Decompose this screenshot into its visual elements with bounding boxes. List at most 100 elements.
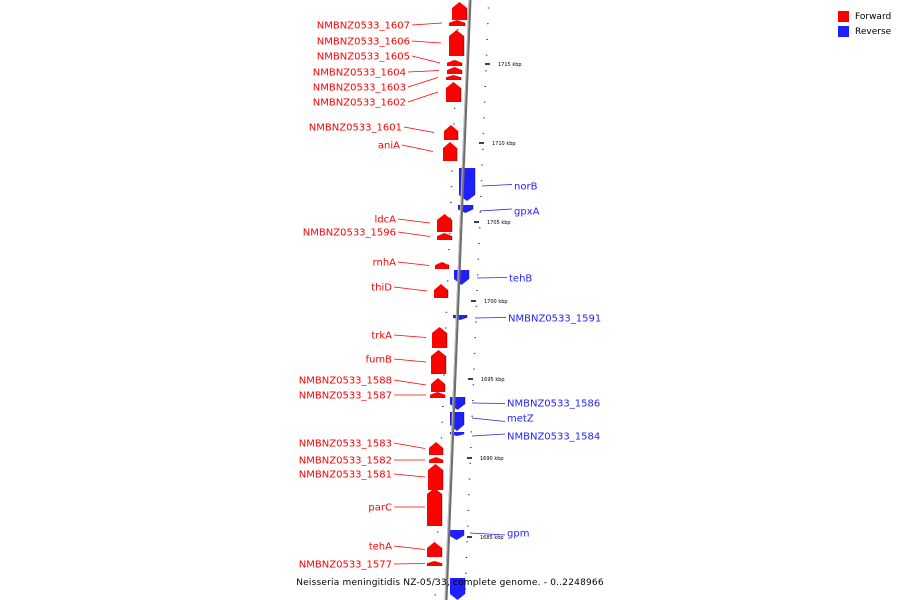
leader-line — [411, 55, 441, 64]
gene-arrow-nmbnz0533-1591[interactable] — [453, 315, 467, 320]
gene-label[interactable]: aniA — [378, 141, 400, 152]
leader-line — [471, 402, 506, 404]
gene-label[interactable]: NMBNZ0533_1584 — [507, 432, 600, 443]
leader-line — [407, 70, 440, 73]
leader-line — [471, 433, 506, 437]
gene-label[interactable]: tehA — [369, 542, 392, 553]
gene-label[interactable]: NMBNZ0533_1602 — [313, 98, 406, 109]
leader-line — [411, 40, 442, 44]
leader-line — [471, 417, 506, 422]
gene-label[interactable]: trkA — [371, 331, 392, 342]
gene-label[interactable]: NMBNZ0533_1605 — [317, 52, 410, 63]
legend-reverse-label: Reverse — [855, 26, 892, 37]
gene-arrow-fumb[interactable] — [431, 350, 446, 374]
gene-arrow-teha[interactable] — [427, 542, 442, 557]
gene-arrow-nmbnz0533-1604[interactable] — [447, 67, 462, 74]
gene-label[interactable]: NMBNZ0533_1606 — [317, 37, 410, 48]
gene-arrow-ania[interactable] — [443, 142, 457, 161]
genome-axis — [444, 0, 472, 600]
gene-label[interactable]: tehB — [509, 274, 532, 285]
gene-arrow-nmbnz0533-1603[interactable] — [446, 75, 461, 80]
leader-line — [393, 334, 427, 338]
leader-line — [403, 126, 435, 133]
gene-label[interactable]: thiD — [371, 283, 392, 294]
gene-label[interactable]: NMBNZ0533_1601 — [309, 123, 402, 134]
leader-line — [393, 473, 426, 478]
genome-caption: Neisseria meningitidis NZ-05/33, complet… — [296, 578, 604, 588]
gene-arrow-nmbnz0533-1602[interactable] — [446, 82, 461, 102]
leader-line — [393, 379, 427, 386]
gene-arrow-nmbnz0533-1606[interactable] — [449, 30, 464, 56]
gene-arrow-nmbnz0533-1582[interactable] — [429, 457, 443, 463]
leader-line — [481, 184, 513, 187]
gene-arrow-nmbnz0533-1583[interactable] — [429, 442, 443, 455]
tick-label: 1690 kbp — [480, 456, 504, 462]
tick-label: 1685 kbp — [480, 535, 504, 541]
gene-arrow-tehb[interactable] — [454, 270, 469, 285]
gene-arrow-thid[interactable] — [434, 284, 448, 298]
legend-reverse: Reverse — [838, 24, 898, 39]
reverse-swatch — [838, 26, 849, 37]
gene-arrow-nmbnz0533-1588[interactable] — [431, 378, 445, 392]
leader-line — [397, 218, 431, 224]
axis-highlight — [444, 0, 470, 600]
legend-forward-label: Forward — [855, 11, 892, 22]
gene-label[interactable]: NMBNZ0533_1577 — [299, 560, 392, 571]
gene-label[interactable]: ldcA — [375, 215, 397, 226]
gene-label[interactable]: norB — [514, 182, 538, 193]
leader-line — [397, 261, 430, 266]
legend: Forward Reverse — [838, 9, 898, 39]
legend-forward: Forward — [838, 9, 898, 24]
gene-label[interactable]: rnhA — [373, 258, 397, 269]
leader-line — [393, 545, 426, 550]
gene-arrow-nmbnz0533-1601[interactable] — [444, 125, 458, 140]
leader-line — [469, 532, 506, 536]
tick-label: 1715 kbp — [498, 62, 522, 68]
gene-arrow-nmbnz0533-1607[interactable] — [449, 20, 465, 26]
gene-label[interactable]: NMBNZ0533_1581 — [299, 470, 392, 481]
leader-line — [397, 231, 431, 237]
tick-label: 1710 kbp — [492, 141, 516, 147]
axis-line — [444, 0, 472, 600]
gene-label[interactable]: gpm — [507, 529, 529, 540]
gene-label[interactable]: metZ — [507, 414, 534, 425]
gene-label[interactable]: NMBNZ0533_1588 — [299, 376, 392, 387]
forward-swatch — [838, 11, 849, 22]
leader-line — [393, 442, 426, 449]
gene-arrow-unlabeled[interactable] — [450, 578, 465, 600]
tick-label: 1695 kbp — [481, 377, 505, 383]
gene-arrow-nmbnz0533-1596[interactable] — [437, 233, 452, 240]
gene-arrow-trka[interactable] — [432, 327, 447, 348]
leader-line — [474, 317, 507, 319]
gene-label[interactable]: NMBNZ0533_1587 — [299, 391, 392, 402]
label-leader-lines — [393, 22, 513, 565]
gene-label[interactable]: NMBNZ0533_1582 — [299, 456, 392, 467]
gene-arrow-nmbnz0533-1605[interactable] — [447, 60, 462, 66]
gene-arrow-nmbnz0533-1587[interactable] — [430, 392, 445, 398]
gene-arrow-nmbnz0533-1577[interactable] — [427, 561, 442, 566]
gene-label[interactable]: NMBNZ0533_1596 — [303, 228, 396, 239]
gene-arrow-gpm[interactable] — [449, 530, 464, 540]
gene-label[interactable]: NMBNZ0533_1607 — [317, 21, 410, 32]
gene-arrow-unlabeled[interactable] — [452, 2, 467, 20]
gene-label[interactable]: NMBNZ0533_1603 — [313, 83, 406, 94]
leader-line — [479, 208, 513, 212]
gene-label[interactable]: NMBNZ0533_1586 — [507, 399, 600, 410]
gene-label[interactable]: NMBNZ0533_1591 — [508, 314, 601, 325]
gene-label[interactable]: NMBNZ0533_1604 — [313, 68, 406, 79]
tick-label: 1700 kbp — [484, 299, 508, 305]
leader-line — [411, 22, 443, 26]
gene-arrow-parc[interactable] — [427, 488, 442, 526]
gene-arrow-rnha[interactable] — [435, 262, 449, 269]
leader-line — [393, 358, 427, 363]
gene-label[interactable]: NMBNZ0533_1583 — [299, 439, 392, 450]
gene-labels: NMBNZ0533_1607 NMBNZ0533_1606 NMBNZ0533_16… — [299, 21, 601, 571]
gene-arrow-nmbnz0533-1581[interactable] — [428, 464, 443, 490]
leader-line — [393, 286, 428, 292]
gene-label[interactable]: parC — [368, 503, 392, 514]
gene-label[interactable]: gpxA — [514, 207, 540, 218]
gene-arrow-ldca[interactable] — [437, 214, 452, 232]
gene-label[interactable]: fumB — [366, 355, 393, 366]
leader-line — [407, 77, 439, 88]
